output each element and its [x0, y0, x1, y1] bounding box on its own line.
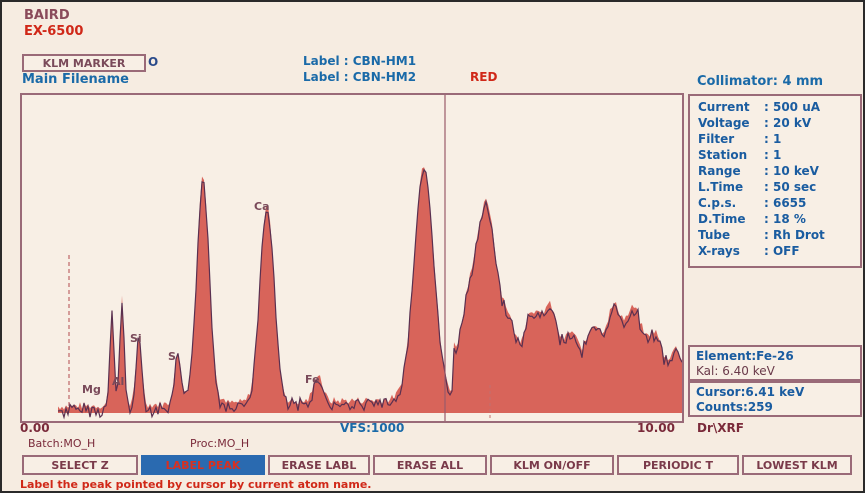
- cursor-value: Cursor:6.41 keV: [696, 385, 805, 399]
- toolbar-button-erase-all[interactable]: ERASE ALL: [373, 455, 487, 475]
- toolbar-button-klm-on-off[interactable]: KLM ON/OFF: [490, 455, 614, 475]
- setting-value-1: : 20 kV: [764, 116, 812, 130]
- spectrum-chart: Mg Al Si S Ca Fe: [57, 95, 683, 421]
- settings-panel: Current : 500 uA Voltage : 20 kV Filter : 1 St…: [688, 94, 862, 268]
- brand-label: BAIRD: [24, 8, 70, 23]
- batch-label: Batch:MO_H: [28, 437, 96, 450]
- setting-name-9: X-rays: [698, 244, 740, 258]
- main-filename-label: Main Filename: [22, 72, 129, 87]
- spectrum-plot[interactable]: Mg Al Si S Ca Fe: [20, 93, 684, 423]
- kal-value: Kal: 6.40 keV: [696, 364, 775, 378]
- peak-label-ca: Ca: [254, 200, 270, 213]
- spectrum-overlay-line: [57, 168, 683, 420]
- setting-name-2: Filter: [698, 132, 735, 146]
- setting-value-9: : OFF: [764, 244, 800, 258]
- setting-value-8: : Rh Drot: [764, 228, 825, 242]
- setting-name-1: Voltage: [698, 116, 750, 130]
- vfs-label: VFS:1000: [340, 421, 405, 435]
- toolbar-button-lowest-klm[interactable]: LOWEST KLM: [742, 455, 852, 475]
- label-2: Label : CBN-HM2: [303, 70, 417, 84]
- counts-value: Counts:259: [696, 400, 773, 414]
- label-1: Label : CBN-HM1: [303, 54, 417, 68]
- setting-value-6: : 6655: [764, 196, 807, 210]
- marker-suffix: O: [148, 55, 159, 69]
- proc-label: Proc:MO_H: [190, 437, 250, 450]
- spectrum-fill: [58, 167, 682, 413]
- collimator-label: Collimator: 4 mm: [697, 74, 824, 89]
- setting-name-6: C.p.s.: [698, 196, 737, 210]
- element-info-box: Element:Fe-26 Kal: 6.40 keV: [688, 345, 862, 381]
- setting-name-5: L.Time: [698, 180, 744, 194]
- x-min-label: 0.00: [20, 421, 50, 435]
- peak-label-al: Al: [112, 375, 124, 388]
- peak-labels: Mg Al Si S Ca Fe: [82, 200, 320, 396]
- x-max-label: 10.00: [637, 421, 675, 435]
- directory-label: Dr\XRF: [697, 421, 744, 435]
- setting-name-3: Station: [698, 148, 748, 162]
- peak-label-mg: Mg: [82, 383, 101, 396]
- toolbar-button-select-z[interactable]: SELECT Z: [22, 455, 138, 475]
- element-value: Element:Fe-26: [696, 349, 794, 363]
- toolbar-button-erase-labl[interactable]: ERASE LABL: [268, 455, 370, 475]
- toolbar-button-label-peak[interactable]: LABEL PEAK: [141, 455, 265, 475]
- red-label: RED: [470, 70, 498, 84]
- function-toolbar: SELECT Z LABEL PEAK ERASE LABL ERASE ALL KLM…: [22, 455, 855, 475]
- setting-value-3: : 1: [764, 148, 782, 162]
- peak-label-s: S: [168, 350, 176, 363]
- model-label: EX-6500: [24, 24, 84, 39]
- klm-marker-button[interactable]: KLM MARKER: [22, 54, 146, 72]
- setting-value-2: : 1: [764, 132, 782, 146]
- setting-value-7: : 18 %: [764, 212, 806, 226]
- setting-value-5: : 50 sec: [764, 180, 817, 194]
- setting-value-4: : 10 keV: [764, 164, 819, 178]
- toolbar-button-periodic-t[interactable]: PERIODIC T: [617, 455, 739, 475]
- peak-label-fe: Fe: [305, 373, 320, 386]
- setting-value-0: : 500 uA: [764, 100, 821, 114]
- status-line: Label the peak pointed by cursor by curr…: [20, 478, 372, 491]
- setting-name-7: D.Time: [698, 212, 746, 226]
- setting-name-4: Range: [698, 164, 741, 178]
- setting-name-8: Tube: [698, 228, 731, 242]
- peak-label-si: Si: [130, 332, 142, 345]
- cursor-info-box: Cursor:6.41 keV Counts:259: [688, 381, 862, 417]
- setting-name-0: Current: [698, 100, 750, 114]
